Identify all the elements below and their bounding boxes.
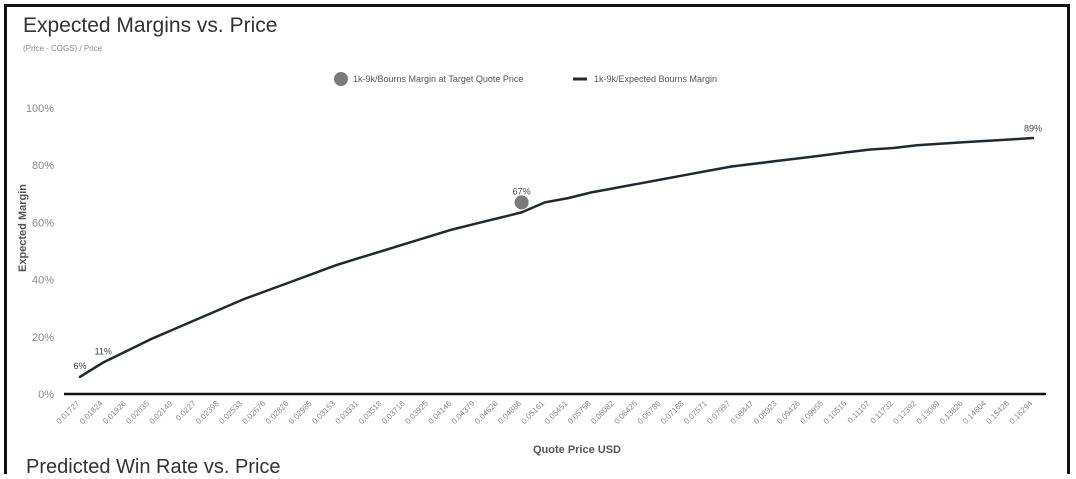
x-tick-label: 0.02149 <box>148 399 175 426</box>
legend-marker-target <box>334 72 348 86</box>
x-tick-label: 0.04146 <box>427 399 454 426</box>
x-tick-label: 0.15426 <box>984 399 1011 426</box>
x-tick-label: 0.06425 <box>612 399 639 426</box>
series-line-expected-margin <box>78 136 1035 379</box>
chart-card <box>4 4 1070 474</box>
x-tick-label: 0.03518 <box>357 399 384 426</box>
x-tick-label: 0.04379 <box>450 399 477 426</box>
x-tick-label: 0.02398 <box>194 399 221 426</box>
y-tick-label: 40% <box>32 275 54 287</box>
x-tick-label: 0.03925 <box>403 399 430 426</box>
x-tick-label: 0.11732 <box>869 399 896 426</box>
x-axis-title: Quote Price USD <box>533 444 621 456</box>
x-tick-label: 0.10515 <box>822 399 849 426</box>
x-tick-label: 0.09426 <box>775 399 802 426</box>
x-tick-label: 0.01926 <box>101 399 128 426</box>
x-tick-label: 0.02676 <box>241 399 268 426</box>
x-tick-label: 0.04886 <box>496 399 523 426</box>
x-tick-label: 0.07997 <box>705 399 732 426</box>
x-tick-label: 0.05758 <box>566 399 593 426</box>
y-axis-ticks: 0% 20% 40% 60% 80% 100% <box>26 103 54 401</box>
data-labels: 6% 11% 67% 89% <box>73 123 1042 370</box>
x-tick-label: 0.04626 <box>473 399 500 426</box>
x-tick-label: 0.14604 <box>961 399 988 426</box>
x-tick-label: 0.16294 <box>1008 399 1035 426</box>
y-tick-label: 20% <box>32 332 54 344</box>
x-tick-label: 0.01727 <box>55 399 82 426</box>
x-tick-label: 0.08447 <box>729 399 756 426</box>
x-tick-label: 0.05161 <box>519 399 546 426</box>
legend-label-expected: 1k-9k/Expected Bourns Margin <box>594 74 717 84</box>
x-tick-label: 0.12392 <box>891 399 918 426</box>
data-label: 89% <box>1024 123 1042 133</box>
data-label: 6% <box>73 361 86 371</box>
data-label: 11% <box>95 347 112 357</box>
legend[interactable]: 1k-9k/Bourns Margin at Target Quote Pric… <box>334 72 717 86</box>
x-tick-label: 0.11107 <box>846 399 872 425</box>
x-tick-label: 0.02533 <box>217 399 244 426</box>
x-tick-label: 0.06082 <box>589 399 616 426</box>
target-margin-point[interactable] <box>514 195 529 210</box>
x-tick-label: 0.03153 <box>310 399 337 426</box>
y-tick-label: 60% <box>32 217 54 229</box>
x-tick-label: 0.13089 <box>915 399 942 426</box>
x-tick-label: 0.06786 <box>636 399 663 426</box>
chart-title: Expected Margins vs. Price <box>23 14 278 37</box>
chart-subtitle: (Price - COGS) / Price <box>23 44 103 53</box>
x-tick-label: 0.13826 <box>938 399 965 426</box>
x-tick-label: 0.05451 <box>543 399 570 426</box>
x-tick-label: 0.02826 <box>264 399 291 426</box>
x-tick-label: 0.07571 <box>682 399 709 426</box>
y-tick-label: 0% <box>38 389 54 401</box>
data-label: 67% <box>513 186 531 196</box>
x-tick-label: 0.07168 <box>659 399 686 426</box>
x-tick-label: 0.02985 <box>287 399 314 426</box>
x-tick-label: 0.02035 <box>124 399 151 426</box>
expected-margin-chart: 1k-9k/Bourns Margin at Target Quote Pric… <box>17 72 1046 456</box>
x-tick-label: 0.01824 <box>78 399 105 426</box>
x-tick-label: 0.08923 <box>752 399 779 426</box>
y-axis-title: Expected Margin <box>17 184 29 272</box>
y-tick-label: 80% <box>32 160 54 172</box>
x-tick-label: 0.03331 <box>334 399 361 426</box>
legend-label-target: 1k-9k/Bourns Margin at Target Quote Pric… <box>353 74 523 84</box>
y-tick-label: 100% <box>26 103 54 115</box>
x-tick-label: 0.03716 <box>380 399 407 426</box>
x-tick-label: 0.09955 <box>798 399 825 426</box>
